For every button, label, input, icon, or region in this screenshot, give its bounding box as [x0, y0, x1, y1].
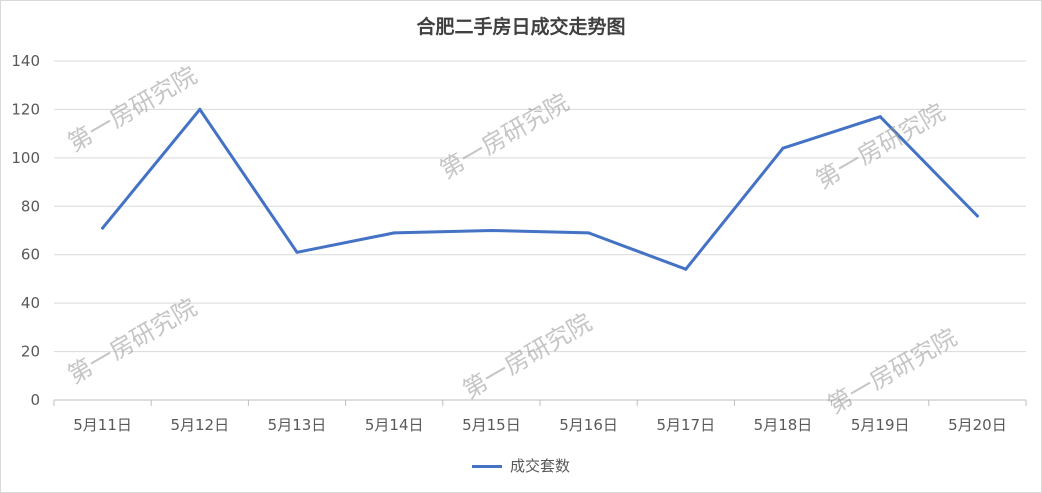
x-tick-label: 5月13日 [268, 416, 327, 434]
x-tick-label: 5月17日 [656, 416, 715, 434]
x-tick-label: 5月20日 [948, 416, 1007, 434]
legend-swatch [471, 465, 502, 468]
x-tick-label: 5月16日 [559, 416, 618, 434]
y-tick-label: 0 [30, 391, 40, 409]
y-tick-label: 120 [11, 100, 40, 118]
data-point [392, 231, 396, 235]
x-tick-label: 5月19日 [851, 416, 910, 434]
x-tick-label: 5月12日 [170, 416, 229, 434]
legend: 成交套数 [0, 455, 1042, 476]
x-tick-label: 5月11日 [73, 416, 132, 434]
y-tick-label: 40 [21, 294, 40, 312]
data-point [101, 226, 105, 230]
data-point [975, 214, 979, 218]
x-tick-label: 5月15日 [462, 416, 521, 434]
series-line [101, 107, 979, 271]
data-point [489, 229, 493, 232]
y-tick-label: 60 [21, 246, 40, 264]
data-point [684, 267, 688, 271]
x-tick-label: 5月18日 [754, 416, 813, 434]
y-tick-label: 100 [11, 149, 40, 167]
x-tick-label: 5月14日 [365, 416, 424, 434]
data-point [587, 231, 591, 235]
legend-label: 成交套数 [509, 457, 570, 475]
chart-title: 合肥二手房日成交走势图 [416, 16, 626, 38]
y-tick-label: 140 [11, 52, 40, 70]
data-point [295, 250, 299, 254]
data-point [198, 107, 202, 111]
data-point [781, 146, 785, 150]
y-tick-label: 80 [21, 197, 40, 215]
y-tick-label: 20 [21, 343, 40, 361]
data-point [878, 115, 882, 119]
